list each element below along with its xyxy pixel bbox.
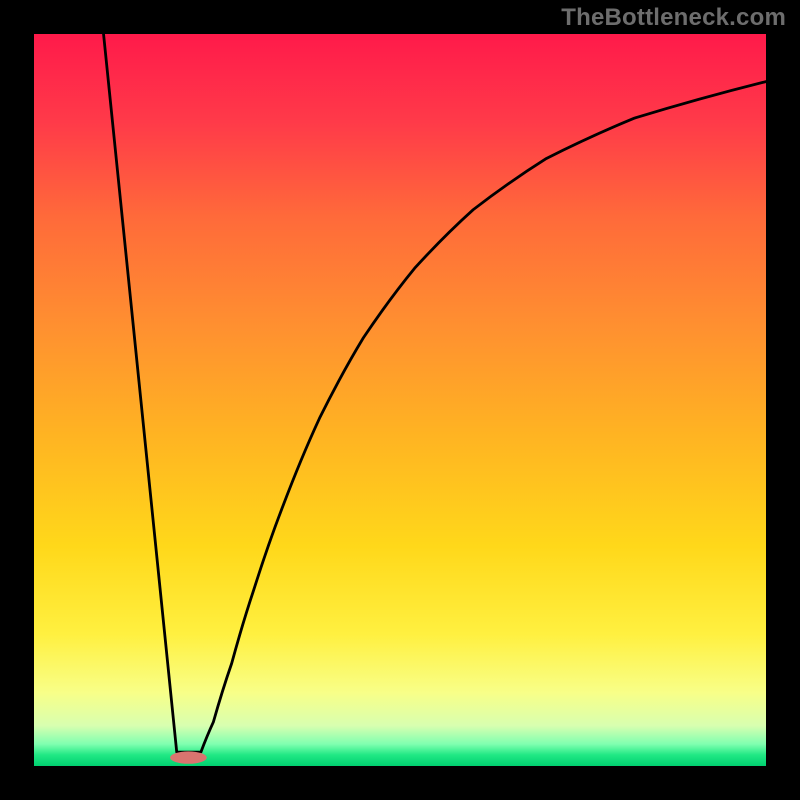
bottleneck-chart: TheBottleneck.com <box>0 0 800 800</box>
plot-background <box>34 34 766 766</box>
frame-left <box>0 0 34 800</box>
optimal-point-marker <box>170 751 207 763</box>
chart-svg <box>0 0 800 800</box>
watermark-text: TheBottleneck.com <box>561 4 786 32</box>
frame-bottom <box>0 766 800 800</box>
frame-right <box>766 0 800 800</box>
